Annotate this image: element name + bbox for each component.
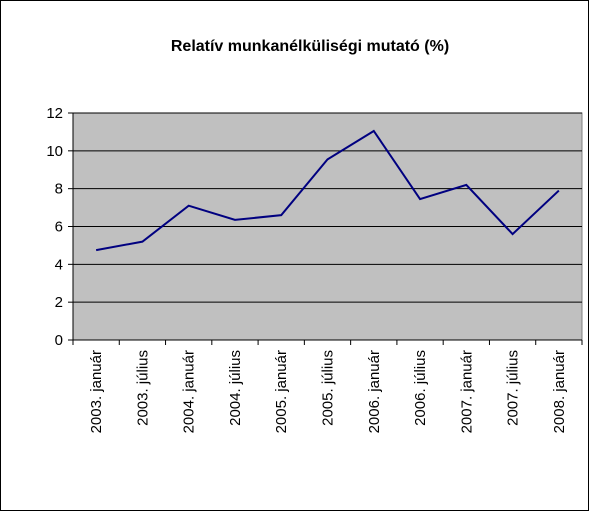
x-tick-label: 2007. január (458, 350, 475, 433)
y-tick-label: 8 (55, 181, 63, 198)
x-tick-label: 2003. július (134, 350, 151, 426)
chart-title: Relatív munkanélküliségi mutató (%) (171, 38, 449, 55)
x-tick-label: 2004. július (227, 350, 244, 426)
y-tick-label: 0 (55, 332, 63, 349)
y-tick-label: 4 (55, 256, 63, 273)
x-tick-label: 2005. január (273, 350, 290, 433)
x-tick-label: 2008. január (551, 350, 568, 433)
x-tick-label: 2006. július (412, 350, 429, 426)
y-tick-label: 12 (46, 105, 63, 122)
y-tick-label: 6 (55, 219, 63, 236)
x-tick-label: 2004. január (181, 350, 198, 433)
x-tick-label: 2006. január (366, 350, 383, 433)
x-tick-label: 2003. január (88, 350, 105, 433)
y-tick-label: 2 (55, 294, 63, 311)
x-tick-label: 2007. július (505, 350, 522, 426)
line-series (95, 129, 560, 252)
x-tick-label: 2005. július (320, 350, 337, 426)
y-tick-label: 10 (46, 143, 63, 160)
